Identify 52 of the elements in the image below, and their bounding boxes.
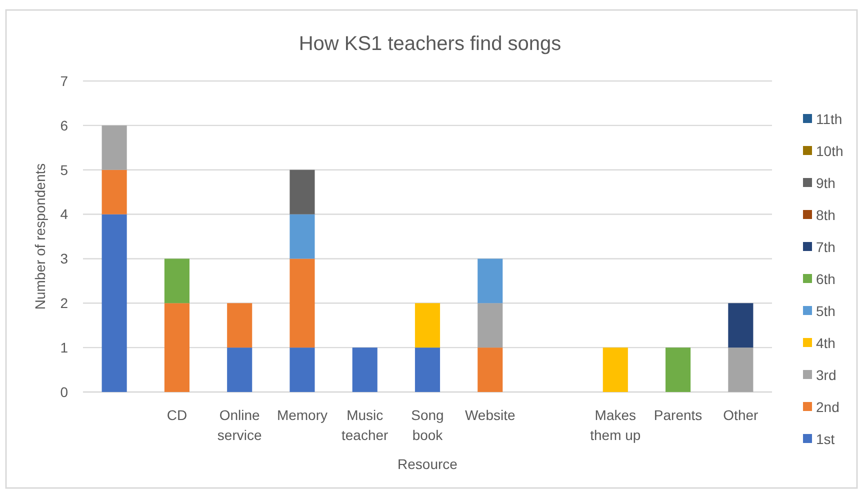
bar [102, 125, 127, 170]
x-tick-label: Song book [411, 407, 444, 443]
bar [227, 303, 252, 348]
bar [164, 303, 190, 392]
legend-label: 9th [816, 174, 836, 191]
x-tick-label: Parents [654, 407, 702, 423]
bar [728, 348, 754, 392]
bar [352, 348, 378, 392]
bar [478, 303, 503, 348]
bar [666, 348, 691, 392]
bar [290, 258, 315, 348]
bar [602, 348, 628, 392]
bar [290, 214, 315, 259]
x-tick-label: Makes them up [590, 407, 641, 443]
legend-label: 2nd [816, 398, 840, 415]
legend-label: 8th [816, 206, 836, 223]
bar [290, 170, 315, 214]
bar [290, 348, 315, 392]
y-tick-label: 0 [60, 384, 68, 400]
x-tick-label: Music teacher [342, 407, 389, 443]
x-tick-label: Website [464, 407, 516, 423]
bar [102, 214, 127, 392]
legend-label: 7th [816, 238, 836, 255]
bar [164, 258, 190, 304]
bar [728, 303, 754, 348]
x-tick-label: Other [723, 407, 759, 423]
legend-label: 10th [816, 142, 844, 159]
legend-label: 6th [816, 270, 836, 287]
x-tick-label: CD [166, 407, 188, 423]
bar [478, 258, 503, 304]
y-tick-label: 2 [60, 295, 68, 312]
bar [102, 170, 127, 214]
legend-label: 3rd [816, 366, 836, 383]
y-tick-label: 4 [60, 206, 68, 222]
x-axis-title: Resource [398, 456, 458, 472]
bar [414, 303, 440, 348]
y-tick-label: 3 [60, 250, 68, 267]
y-tick-label: 1 [60, 339, 68, 356]
bar [414, 348, 440, 392]
bar [478, 348, 503, 392]
legend-label: 5th [816, 302, 836, 319]
y-tick-label: 7 [60, 72, 68, 89]
y-tick-label: 6 [60, 117, 68, 134]
bar [227, 348, 252, 392]
legend-label: 4th [816, 334, 836, 351]
x-tick-label: Memory [276, 407, 328, 423]
chart-title: How KS1 teachers find songs [298, 33, 562, 55]
legend-label: 11th [816, 110, 842, 127]
y-tick-label: 5 [60, 162, 68, 178]
y-axis-title: Number of respondents [32, 163, 48, 310]
legend-label: 1st [816, 430, 835, 447]
x-tick-label: Online service [217, 407, 262, 443]
